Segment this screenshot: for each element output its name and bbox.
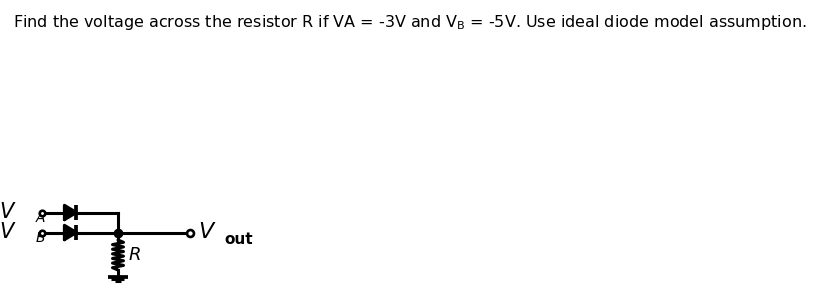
Polygon shape (65, 205, 76, 220)
Text: $V$: $V$ (0, 222, 17, 242)
Polygon shape (65, 225, 76, 240)
Text: out: out (224, 232, 253, 246)
Text: $B$: $B$ (35, 230, 45, 244)
Text: $V$: $V$ (0, 202, 17, 222)
Text: $A$: $A$ (35, 210, 46, 224)
Text: $R$: $R$ (128, 246, 141, 264)
Text: Find the voltage across the resistor R if VA = -3V and V$_\mathrm{B}$ = -5V. Use: Find the voltage across the resistor R i… (13, 13, 807, 32)
Text: $V$: $V$ (198, 222, 216, 242)
